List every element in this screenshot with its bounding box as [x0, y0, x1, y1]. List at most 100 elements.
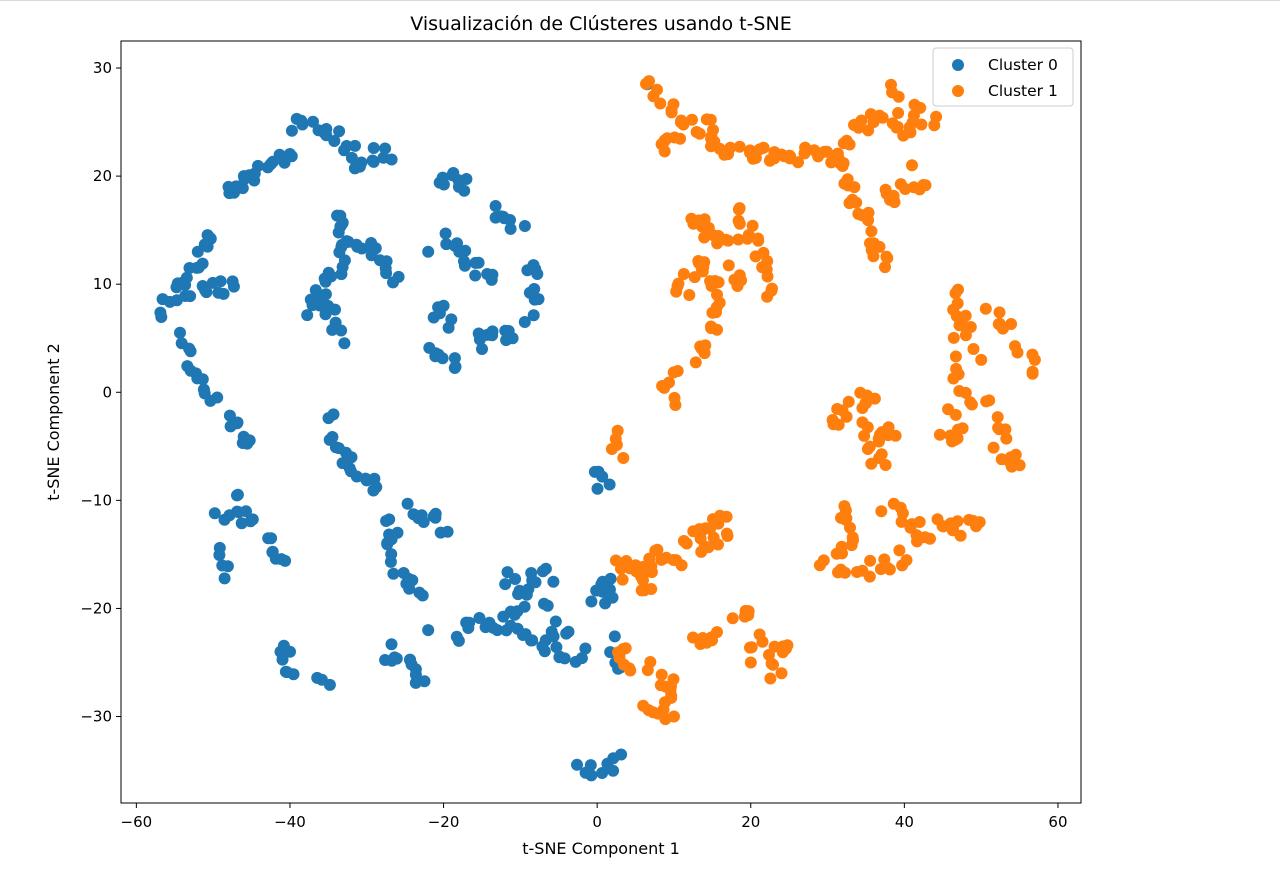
data-point	[889, 429, 902, 442]
x-tick-label: 20	[741, 813, 760, 831]
data-point	[607, 764, 620, 777]
data-point	[887, 497, 900, 510]
data-point	[606, 591, 619, 604]
data-point	[278, 156, 291, 169]
data-point	[837, 137, 850, 150]
data-point	[860, 397, 872, 410]
data-point	[655, 668, 668, 681]
data-point	[844, 521, 856, 534]
data-point	[309, 284, 322, 297]
data-point	[865, 225, 878, 238]
x-tick-label: 0	[592, 813, 602, 831]
data-point	[735, 274, 748, 287]
data-point	[761, 270, 774, 283]
data-point	[526, 634, 539, 647]
data-point	[536, 565, 549, 578]
data-point	[827, 418, 840, 431]
data-point	[285, 124, 298, 137]
data-point	[949, 350, 962, 363]
data-point	[184, 290, 197, 303]
data-point	[915, 118, 928, 131]
data-point	[623, 662, 636, 675]
data-point	[854, 386, 867, 399]
data-point	[222, 180, 235, 193]
data-point	[184, 345, 197, 358]
data-point	[875, 448, 888, 461]
legend-box	[932, 47, 1074, 107]
data-point	[837, 157, 850, 170]
data-point	[214, 275, 227, 288]
x-axis-ticks: −60 −40 −20 0 20 40 60	[121, 803, 1068, 831]
data-point	[654, 97, 667, 110]
y-axis-ticks: 30 20 10 0 −10 −20 −30	[80, 59, 121, 726]
data-point	[720, 510, 733, 523]
data-point	[404, 654, 417, 667]
data-point	[437, 299, 450, 312]
data-point	[498, 212, 511, 225]
data-point	[528, 293, 541, 306]
data-point	[617, 643, 630, 655]
data-point	[959, 321, 972, 334]
data-point	[383, 513, 396, 526]
data-point	[154, 306, 167, 319]
data-point	[284, 645, 296, 658]
data-point	[680, 537, 693, 550]
y-tick-label: 30	[93, 59, 112, 77]
data-point	[520, 588, 533, 601]
data-point	[952, 283, 964, 296]
data-point	[858, 429, 871, 442]
data-point	[733, 140, 746, 153]
data-point	[689, 356, 702, 369]
data-point	[338, 337, 351, 350]
data-point	[170, 281, 183, 294]
data-point	[359, 472, 372, 485]
data-point	[191, 245, 204, 258]
data-point	[448, 362, 461, 374]
data-point	[651, 83, 663, 96]
data-point	[1028, 353, 1041, 366]
data-point	[223, 409, 236, 422]
data-point	[575, 652, 588, 665]
data-point	[307, 115, 319, 128]
data-point	[486, 329, 499, 342]
data-point	[690, 126, 703, 138]
data-point	[913, 516, 926, 528]
data-point	[973, 516, 986, 529]
data-point	[469, 256, 482, 269]
legend: Cluster 0 Cluster 1	[932, 47, 1074, 107]
data-point	[502, 325, 515, 337]
data-point	[460, 173, 473, 185]
data-point	[458, 259, 471, 272]
data-point	[571, 758, 583, 771]
data-point	[949, 408, 962, 421]
data-point	[892, 107, 905, 119]
data-point	[881, 252, 894, 264]
data-point	[391, 526, 404, 539]
data-point	[246, 513, 259, 526]
data-point	[380, 255, 393, 268]
data-point	[975, 353, 988, 366]
data-point	[732, 233, 745, 246]
data-point	[667, 673, 680, 686]
data-point	[954, 529, 967, 542]
data-point	[647, 706, 659, 719]
data-point	[656, 380, 669, 392]
legend-label-cluster-0: Cluster 0	[988, 56, 1058, 74]
data-point	[686, 113, 698, 126]
data-point	[742, 229, 755, 241]
data-point	[993, 306, 1006, 319]
data-point	[757, 141, 770, 154]
data-point	[733, 217, 746, 230]
data-point	[892, 90, 905, 103]
data-point	[196, 373, 209, 386]
data-point	[323, 678, 336, 691]
data-point	[629, 559, 642, 572]
data-point	[332, 226, 345, 239]
data-point	[742, 609, 755, 622]
data-point	[508, 608, 521, 621]
x-tick-label: 60	[1048, 813, 1067, 831]
data-point	[390, 652, 403, 665]
data-point	[322, 412, 335, 425]
data-point	[504, 222, 517, 235]
data-point	[422, 624, 435, 637]
